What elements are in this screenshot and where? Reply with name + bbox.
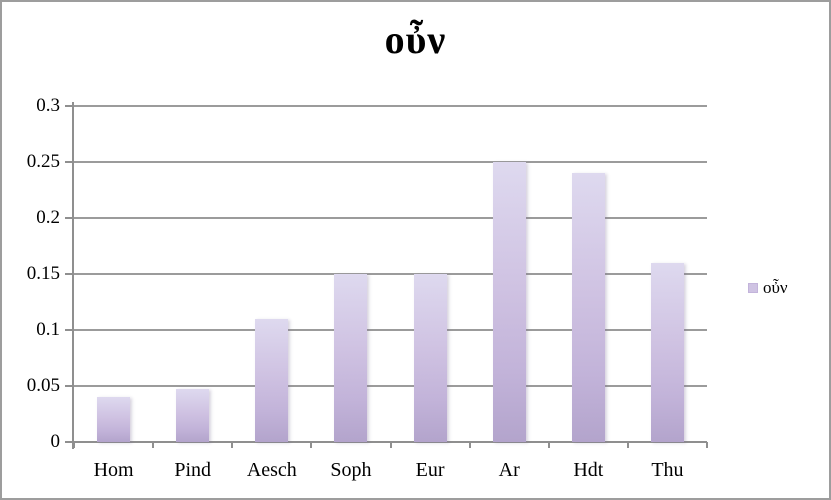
x-axis-label-pind: Pind <box>174 459 212 481</box>
y-axis-tick-label: 0 <box>50 431 61 452</box>
bar-eur <box>413 274 447 442</box>
bar-pind <box>176 389 210 442</box>
y-axis-tick-label: 0.15 <box>26 263 60 284</box>
x-axis-label-aesch: Aesch <box>246 459 297 481</box>
x-axis-tick <box>389 442 392 448</box>
gridline <box>74 385 707 387</box>
legend-swatch-icon <box>748 283 758 293</box>
gridline <box>74 273 707 275</box>
x-axis-label-thu: Thu <box>651 459 684 481</box>
y-axis-tick-label: 0.05 <box>26 375 60 396</box>
bar-hom <box>97 397 131 442</box>
y-axis-tick <box>65 217 74 219</box>
bar-soph <box>334 274 368 442</box>
gridline <box>74 161 707 163</box>
x-axis-label-soph: Soph <box>330 459 372 481</box>
legend: οὖν <box>748 277 788 299</box>
plot-area: 0 0.05 0.1 0.15 0.2 0.25 0.3 Hom Pind Aesch Soph Eu… <box>27 95 708 481</box>
y-axis-tick-label: 0.3 <box>36 95 60 116</box>
y-axis-tick-label: 0.2 <box>36 207 60 228</box>
x-axis-tick <box>73 442 75 448</box>
x-axis-tick <box>626 442 629 448</box>
gridline <box>74 105 707 107</box>
x-axis-tick <box>547 442 550 448</box>
x-axis-label-eur: Eur <box>415 459 445 481</box>
bar-aesch <box>255 318 289 442</box>
gridline <box>74 217 707 219</box>
y-axis-line <box>72 102 74 449</box>
chart-title: οὖν <box>384 17 447 62</box>
y-axis-tick <box>65 105 74 107</box>
bar-hdt <box>571 173 605 442</box>
bar-ar <box>492 162 526 442</box>
x-axis-tick <box>706 442 708 448</box>
y-axis-tick-label: 0.1 <box>36 319 60 340</box>
x-axis-label-hdt: Hdt <box>573 459 604 481</box>
x-axis-tick <box>310 442 313 448</box>
bar-thu <box>650 262 684 442</box>
y-axis-tick <box>65 329 74 331</box>
x-axis-tick <box>152 442 155 448</box>
y-axis-tick <box>65 273 74 275</box>
gridline <box>74 329 707 331</box>
y-axis-tick <box>65 161 74 163</box>
y-axis-tick <box>65 441 74 443</box>
x-axis-tick <box>231 442 234 448</box>
y-axis-tick-label: 0.25 <box>26 151 60 172</box>
x-axis-label-hom: Hom <box>93 459 134 481</box>
x-axis-tick <box>468 442 471 448</box>
y-axis-tick <box>65 385 74 387</box>
legend-label: οὖν <box>763 278 788 297</box>
x-axis-label-ar: Ar <box>498 459 520 481</box>
